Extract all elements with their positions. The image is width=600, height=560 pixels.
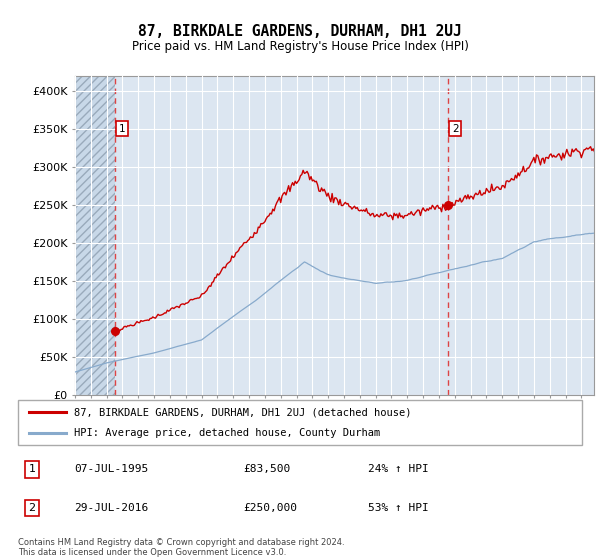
Text: Contains HM Land Registry data © Crown copyright and database right 2024.
This d: Contains HM Land Registry data © Crown c… bbox=[18, 538, 344, 557]
Text: £83,500: £83,500 bbox=[244, 464, 291, 474]
Text: 07-JUL-1995: 07-JUL-1995 bbox=[74, 464, 149, 474]
Text: Price paid vs. HM Land Registry's House Price Index (HPI): Price paid vs. HM Land Registry's House … bbox=[131, 40, 469, 53]
Text: 2: 2 bbox=[452, 124, 458, 134]
Text: 53% ↑ HPI: 53% ↑ HPI bbox=[368, 503, 428, 512]
Text: £250,000: £250,000 bbox=[244, 503, 298, 512]
Text: 29-JUL-2016: 29-JUL-2016 bbox=[74, 503, 149, 512]
Text: 87, BIRKDALE GARDENS, DURHAM, DH1 2UJ: 87, BIRKDALE GARDENS, DURHAM, DH1 2UJ bbox=[138, 24, 462, 39]
FancyBboxPatch shape bbox=[18, 400, 582, 445]
Text: 24% ↑ HPI: 24% ↑ HPI bbox=[368, 464, 428, 474]
Text: 87, BIRKDALE GARDENS, DURHAM, DH1 2UJ (detached house): 87, BIRKDALE GARDENS, DURHAM, DH1 2UJ (d… bbox=[74, 408, 412, 418]
Text: 2: 2 bbox=[29, 503, 35, 512]
Text: 1: 1 bbox=[29, 464, 35, 474]
Text: 1: 1 bbox=[119, 124, 125, 134]
Text: HPI: Average price, detached house, County Durham: HPI: Average price, detached house, Coun… bbox=[74, 428, 380, 438]
